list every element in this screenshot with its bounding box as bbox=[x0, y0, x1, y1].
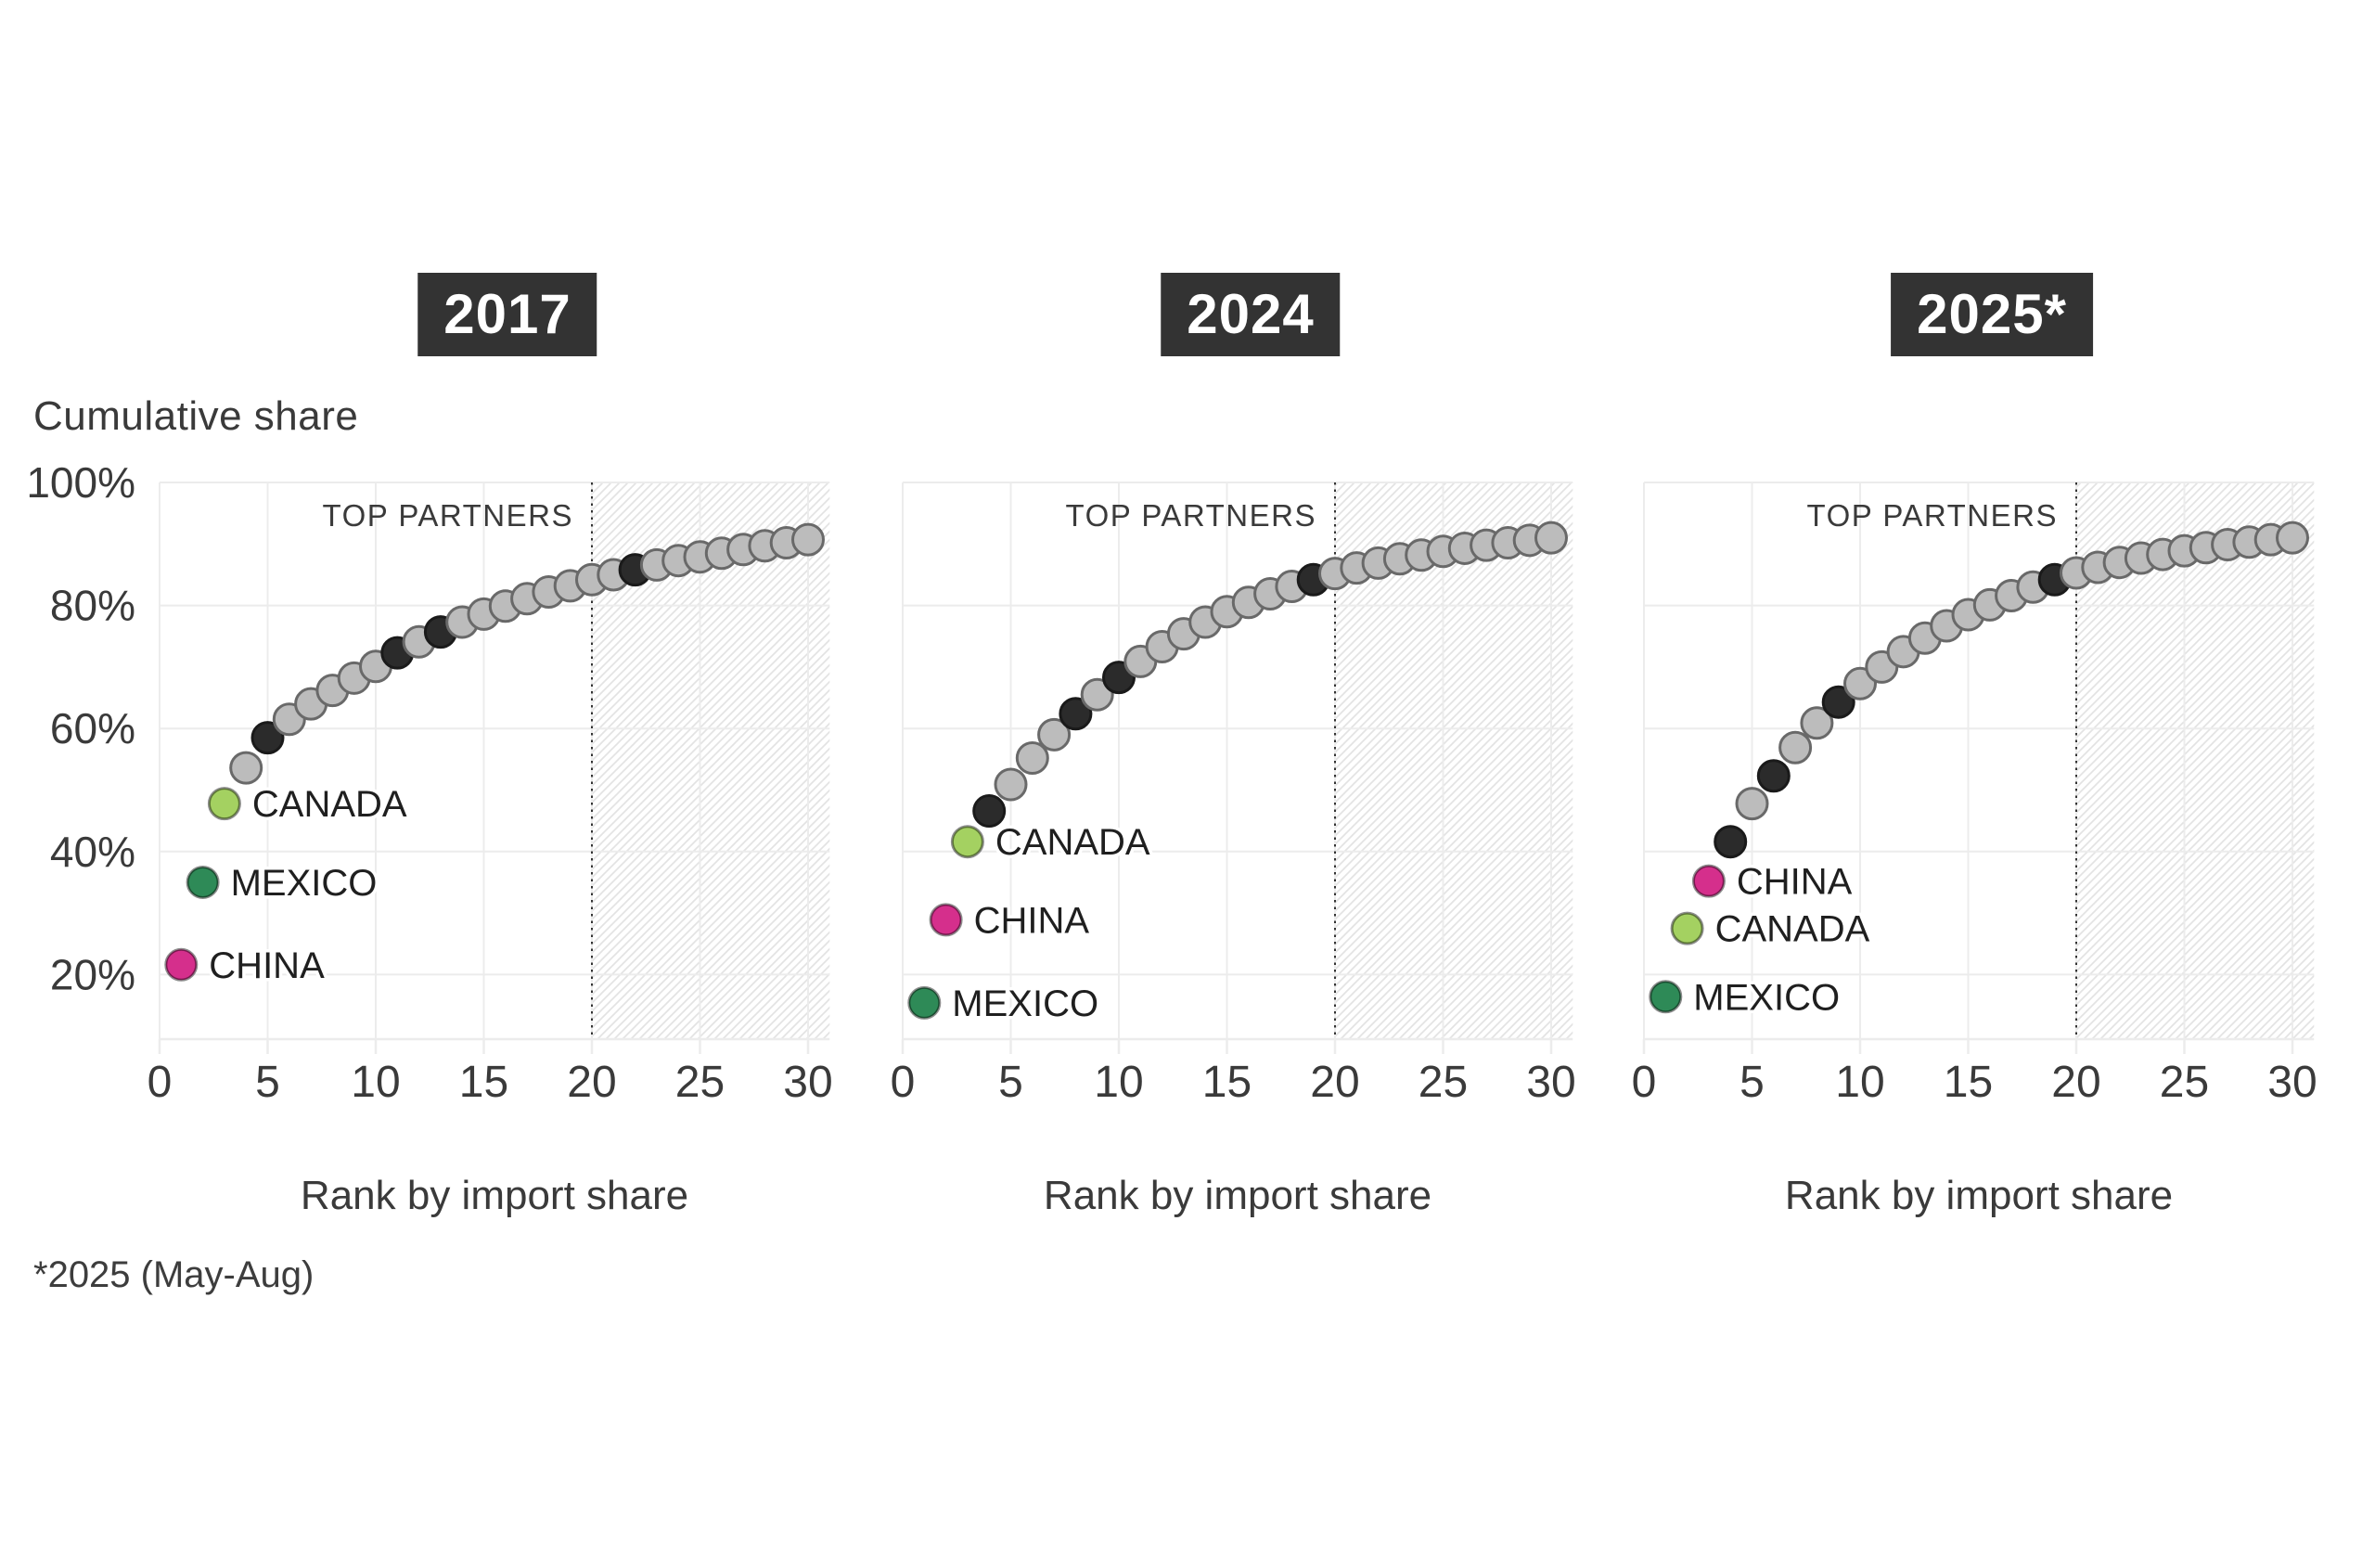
y-tick-label: 20% bbox=[50, 950, 135, 998]
x-tick-label: 0 bbox=[1632, 1058, 1657, 1107]
dot bbox=[1778, 730, 1813, 765]
country-label-canada: CANADA bbox=[1715, 909, 1870, 950]
dot bbox=[1735, 787, 1769, 821]
dot bbox=[1080, 677, 1114, 712]
country-label-canada: CANADA bbox=[995, 822, 1150, 863]
chart-title-badge-2017: 2017 bbox=[417, 273, 597, 356]
x-tick-label: 0 bbox=[148, 1058, 173, 1107]
x-tick-label: 25 bbox=[2160, 1058, 2209, 1107]
dot-highlighted bbox=[250, 721, 285, 755]
dot-canada bbox=[1670, 911, 1704, 945]
y-tick-label: 40% bbox=[50, 828, 135, 876]
x-tick-label: 15 bbox=[459, 1058, 508, 1107]
dot bbox=[2276, 521, 2309, 555]
x-axis-title-2024: Rank by import share bbox=[1043, 1173, 1432, 1218]
x-tick-label: 30 bbox=[1526, 1058, 1575, 1107]
footnote: *2025 (May-Aug) bbox=[33, 1254, 315, 1295]
dot bbox=[1534, 521, 1568, 555]
y-tick-label: 100% bbox=[26, 458, 135, 507]
x-tick-label: 20 bbox=[1310, 1058, 1359, 1107]
dot bbox=[1800, 706, 1834, 740]
country-label-mexico: MEXICO bbox=[1693, 977, 1840, 1018]
dot bbox=[229, 751, 263, 785]
dot-mexico bbox=[186, 865, 220, 899]
top-partners-annotation: TOP PARTNERS bbox=[1066, 498, 1316, 533]
y-tick-label: 80% bbox=[50, 582, 135, 630]
x-tick-label: 20 bbox=[2051, 1058, 2100, 1107]
y-axis-title: Cumulative share bbox=[33, 393, 359, 439]
x-tick-label: 30 bbox=[2267, 1058, 2317, 1107]
x-tick-label: 0 bbox=[891, 1058, 916, 1107]
dot-canada bbox=[207, 787, 241, 821]
x-axis-title-2025: Rank by import share bbox=[1784, 1173, 2174, 1218]
dot-highlighted bbox=[1756, 759, 1791, 793]
chart-title-badge-2025: 2025* bbox=[1891, 273, 2093, 356]
country-label-china: CHINA bbox=[974, 900, 1090, 941]
x-tick-label: 15 bbox=[1944, 1058, 1993, 1107]
dot-mexico bbox=[907, 985, 942, 1020]
dot-china bbox=[164, 947, 199, 982]
x-axis-title-2017: Rank by import share bbox=[300, 1173, 689, 1218]
country-label-china: CHINA bbox=[1737, 862, 1853, 903]
country-label-canada: CANADA bbox=[252, 784, 407, 825]
x-tick-label: 25 bbox=[675, 1058, 725, 1107]
country-label-china: CHINA bbox=[209, 945, 325, 986]
dot-china bbox=[929, 903, 963, 937]
x-tick-label: 5 bbox=[998, 1058, 1023, 1107]
top-partners-annotation: TOP PARTNERS bbox=[1807, 498, 2058, 533]
dot bbox=[1037, 717, 1072, 752]
plot-2024: TOP PARTNERS 0 5 10 15 20 25 30 MEXICO CHINA CANAD… bbox=[891, 482, 1576, 1107]
dot-highlighted bbox=[1821, 685, 1855, 719]
dot-canada bbox=[950, 825, 984, 859]
x-tick-label: 30 bbox=[783, 1058, 832, 1107]
x-tick-label: 25 bbox=[1419, 1058, 1468, 1107]
top-partners-annotation: TOP PARTNERS bbox=[323, 498, 573, 533]
x-tick-label: 10 bbox=[1835, 1058, 1884, 1107]
dot-highlighted bbox=[1059, 697, 1093, 731]
chart-title-badge-2024: 2024 bbox=[1161, 273, 1341, 356]
country-label-mexico: MEXICO bbox=[231, 863, 378, 904]
country-label-mexico: MEXICO bbox=[952, 983, 1098, 1024]
dot-mexico bbox=[1649, 980, 1683, 1014]
dot-highlighted bbox=[972, 794, 1007, 829]
x-tick-label: 20 bbox=[567, 1058, 616, 1107]
dot bbox=[994, 767, 1028, 802]
dot-highlighted bbox=[1714, 825, 1748, 859]
x-tick-label: 10 bbox=[1094, 1058, 1143, 1107]
x-tick-label: 5 bbox=[1740, 1058, 1765, 1107]
dot-china bbox=[1691, 864, 1726, 898]
plot-2025*: TOP PARTNERS 0 5 10 15 20 25 30 MEXICO CANADA CHIN… bbox=[1632, 482, 2317, 1107]
x-tick-label: 10 bbox=[351, 1058, 400, 1107]
x-tick-label: 5 bbox=[255, 1058, 280, 1107]
x-tick-label: 15 bbox=[1202, 1058, 1252, 1107]
dot bbox=[791, 522, 825, 557]
y-tick-label: 60% bbox=[50, 704, 135, 752]
plot-2017: TOP PARTNERS 0 5 10 15 20 25 30 100% 80% 60% 40% 20%… bbox=[26, 458, 832, 1107]
dot bbox=[1015, 741, 1049, 776]
